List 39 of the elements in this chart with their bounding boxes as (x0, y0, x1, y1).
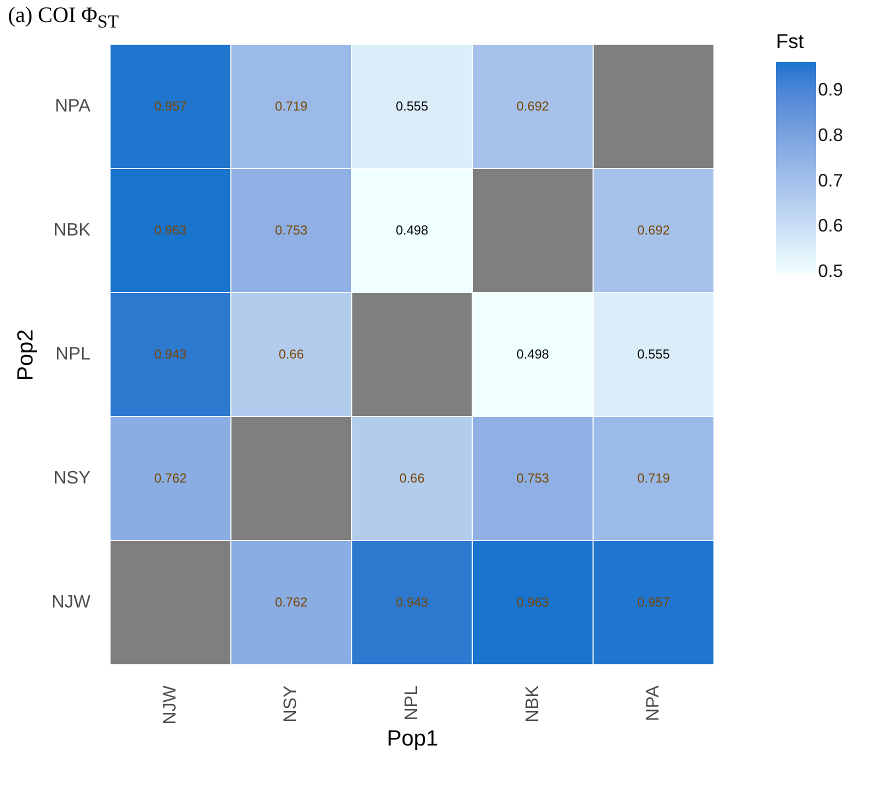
legend-title: Fst (776, 31, 804, 53)
x-tick-label: NJW (159, 686, 180, 724)
data-label: 0.692 (516, 98, 550, 114)
data-label: 0.957 (637, 594, 670, 610)
data-label: 0.753 (274, 222, 308, 238)
data-label: 0.957 (154, 98, 187, 114)
data-label: 0.943 (396, 594, 428, 610)
y-tick-label: NBK (53, 219, 90, 240)
y-tick-label: NSY (53, 468, 90, 488)
data-label: 0.753 (516, 470, 550, 486)
data-label: 0.762 (274, 594, 308, 610)
data-label: 0.555 (396, 98, 428, 114)
data-label: 0.498 (516, 346, 550, 362)
data-label: 0.719 (637, 470, 670, 486)
color-bar-label: 0.7 (818, 170, 844, 190)
chart-title: (a) COI Φ$_{ST}$ (8, 2, 119, 34)
x-tick-label: NSY (280, 686, 300, 723)
color-bar-label: 0.6 (818, 216, 844, 236)
y-tick-label: NPA (54, 95, 90, 116)
x-axis-title: Pop1 (386, 725, 438, 750)
data-label: 0.692 (637, 222, 670, 238)
y-tick-label: NJW (52, 592, 90, 612)
data-label: 0.943 (154, 346, 187, 362)
data-label: 0.963 (516, 594, 550, 610)
data-label: 0.963 (154, 222, 187, 238)
x-tick-label: NPL (401, 686, 421, 721)
color-bar-label: 0.9 (818, 80, 844, 100)
x-tick-label: NPA (642, 686, 663, 722)
color-bar-label: 0.8 (818, 124, 844, 145)
data-label: 0.555 (637, 346, 670, 362)
y-axis-title: Pop2 (12, 329, 38, 381)
data-label: 0.498 (396, 222, 428, 238)
x-tick-label: NBK (522, 686, 542, 723)
data-label: 0.66 (278, 346, 304, 362)
data-label: 0.719 (274, 98, 308, 114)
color-bar-label: 0.5 (818, 261, 844, 282)
data-label: 0.66 (399, 470, 425, 486)
data-label: 0.762 (154, 470, 187, 486)
y-tick-label: NPL (55, 344, 90, 364)
